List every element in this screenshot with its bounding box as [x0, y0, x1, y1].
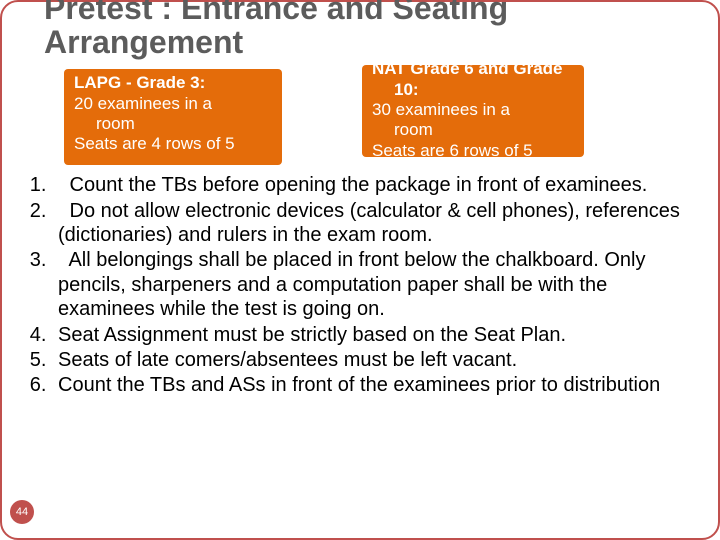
info-box-nat: NAT Grade 6 and Grade 10: 30 examinees i… [362, 65, 584, 157]
nat-header-l1: NAT Grade 6 and Grade [372, 65, 574, 79]
rule-item: Count the TBs before opening the package… [52, 173, 696, 197]
rule-item: Seat Assignment must be strictly based o… [52, 323, 696, 347]
rule-item: Count the TBs and ASs in front of the ex… [52, 373, 696, 397]
slide-frame: Pretest : Entrance and Seating Arrangeme… [0, 0, 720, 540]
page-number-badge: 44 [10, 500, 34, 524]
rule-text: Seats of late comers/absentees must be l… [58, 349, 517, 371]
nat-line1-indent: room [372, 120, 574, 140]
lapg-header: LAPG - Grade 3: [74, 73, 272, 93]
rule-text: Do not allow electronic devices (calcula… [58, 200, 680, 246]
rule-item: All belongings shall be placed in front … [52, 248, 696, 321]
info-boxes-row: LAPG - Grade 3: 20 examinees in a room S… [64, 69, 696, 165]
nat-line2: Seats are 6 rows of 5 [372, 141, 574, 157]
rule-text: All belongings shall be placed in front … [58, 249, 645, 320]
slide-title: Pretest : Entrance and Seating Arrangeme… [44, 0, 696, 59]
lapg-line2: Seats are 4 rows of 5 [74, 134, 272, 154]
info-box-lapg: LAPG - Grade 3: 20 examinees in a room S… [64, 69, 282, 165]
lapg-line1: 20 examinees in a [74, 94, 272, 114]
rules-list: Count the TBs before opening the package… [52, 173, 696, 398]
rule-item: Seats of late comers/absentees must be l… [52, 348, 696, 372]
rule-item: Do not allow electronic devices (calcula… [52, 199, 696, 248]
rule-text: Seat Assignment must be strictly based o… [58, 324, 566, 346]
rule-text: Count the TBs and ASs in front of the ex… [58, 374, 660, 396]
nat-header-l2: 10: [372, 80, 574, 100]
nat-line1: 30 examinees in a [372, 100, 574, 120]
rule-text: Count the TBs before opening the package… [64, 174, 647, 196]
lapg-line1-indent: room [74, 114, 272, 134]
